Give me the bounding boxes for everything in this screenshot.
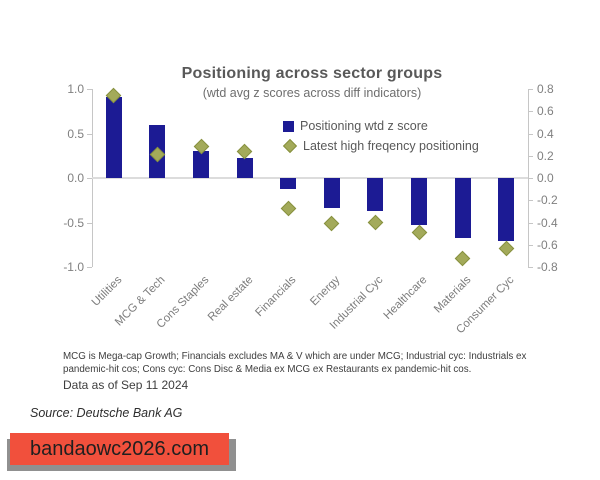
y-axis-tickmark-right [528, 200, 533, 202]
legend-item-diamond: Latest high freqency positioning [282, 138, 479, 154]
y-axis-tickmark-right [528, 267, 533, 268]
y-axis-tick-left: 0.5 [67, 126, 84, 141]
y-axis-tick-left: -1.0 [63, 260, 84, 274]
y-axis-tickmark-left [87, 133, 92, 135]
marker-energy [324, 215, 340, 232]
bar-financials [280, 178, 297, 189]
marker-consumer-cyc [498, 240, 514, 256]
y-axis-tick-right: 0.4 [537, 126, 554, 141]
marker-healthcare [411, 224, 427, 241]
y-axis-tickmark-left [87, 178, 92, 179]
y-axis-tickmark-right [528, 133, 533, 135]
y-axis-tick-left: 1.0 [67, 82, 84, 96]
y-axis-tickmark-right [528, 178, 533, 179]
bar-energy [323, 178, 340, 209]
y-axis-tickmark-left [87, 89, 92, 90]
y-axis-tick-right: 0.8 [537, 82, 554, 96]
legend: Positioning wtd z score Latest high freq… [282, 119, 479, 159]
y-axis-tick-right: 0.6 [537, 104, 554, 119]
chart-title: Positioning across sector groups [181, 65, 443, 82]
y-axis-tick-right: 0.2 [537, 148, 554, 163]
bar-materials [454, 178, 471, 238]
bar-swatch-icon [283, 120, 294, 132]
y-axis-tickmark-right [528, 89, 533, 90]
y-axis-tick-right: -0.8 [537, 260, 558, 274]
zero-gridline [92, 177, 528, 179]
data-as-of: Data as of Sep 11 2024 [63, 378, 189, 392]
y-axis-tick-right: -0.2 [537, 193, 558, 208]
source-attribution: Source: Deutsche Bank AG [30, 406, 183, 420]
marker-materials [454, 250, 471, 266]
y-axis-tickmark-right [528, 155, 533, 157]
legend-item-bar: Positioning wtd z score [283, 119, 479, 133]
footnote: MCG is Mega-cap Growth; Financials exclu… [63, 351, 527, 375]
y-axis-tickmark-right [528, 244, 533, 246]
y-axis-tickmark-right [528, 222, 533, 224]
chart-subtitle: (wtd avg z scores across diff indicators… [202, 86, 422, 100]
y-axis-tickmark-left [87, 222, 92, 224]
watermark-banner: bandaowc2026.com [10, 433, 229, 465]
y-axis-tickmark-right [528, 111, 533, 113]
y-axis-tickmark-left [87, 267, 92, 268]
bar-consumer-cyc [498, 178, 515, 242]
legend-label-bar: Positioning wtd z score [300, 119, 428, 133]
y-axis-tick-left: 0.0 [67, 171, 84, 185]
marker-industrial-cyc [367, 214, 384, 231]
bar-industrial-cyc [367, 178, 384, 211]
y-axis-tick-right: -0.6 [537, 237, 558, 252]
marker-real-estate [236, 143, 253, 160]
marker-financials [280, 200, 296, 216]
y-axis-tick-right: -0.4 [537, 215, 558, 230]
bar-cons-staples [193, 151, 209, 178]
y-axis-tick-right: 0.0 [537, 171, 554, 185]
bar-healthcare [411, 178, 427, 226]
diamond-swatch-icon [282, 138, 298, 154]
y-axis-tick-left: -0.5 [63, 215, 84, 230]
bar-utilities [105, 97, 122, 178]
bar-real-estate [236, 158, 253, 178]
legend-label-diamond: Latest high freqency positioning [303, 139, 479, 153]
